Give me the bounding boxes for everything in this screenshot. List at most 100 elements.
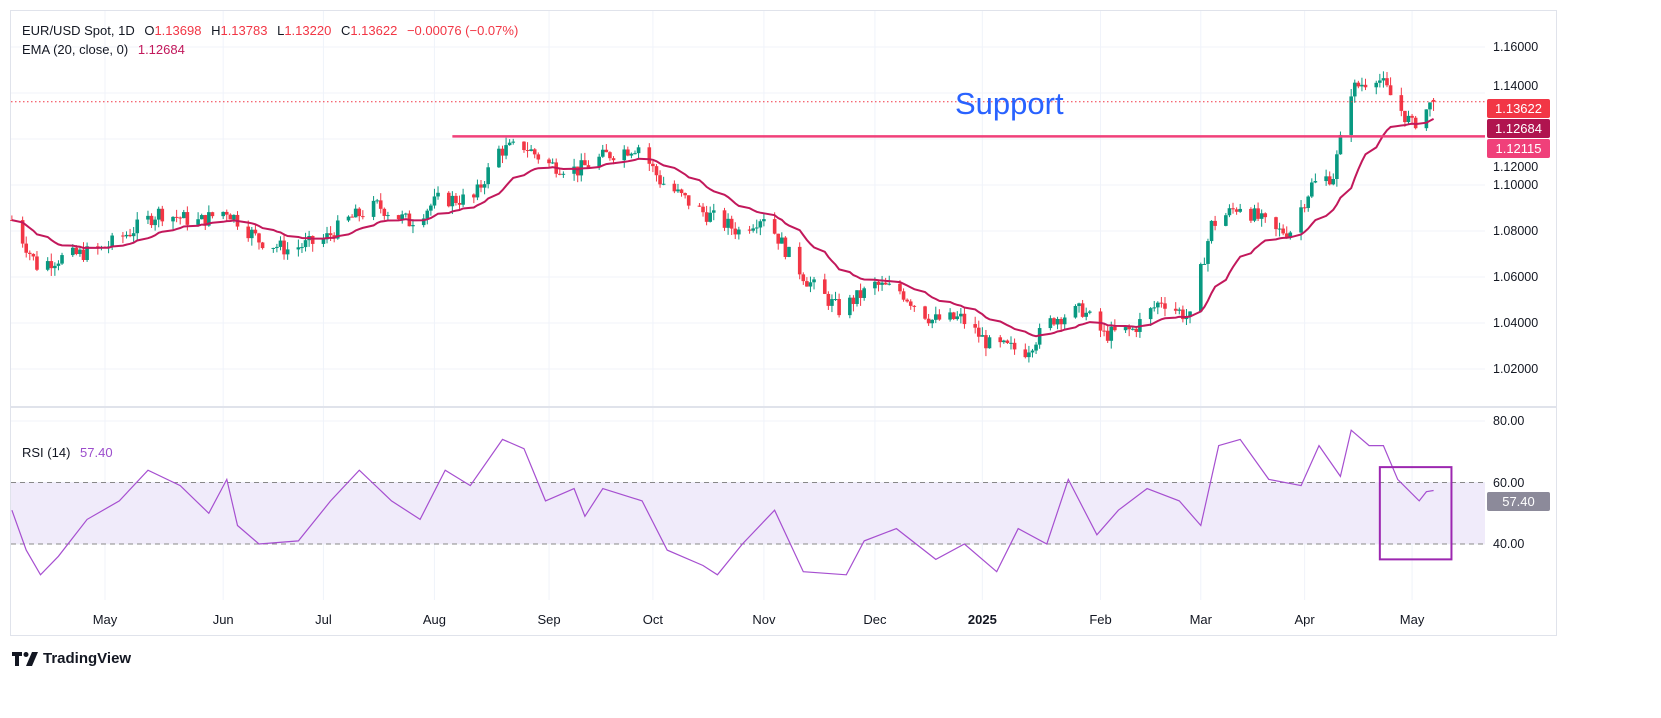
candle-body (898, 283, 902, 292)
time-tick-label: Nov (752, 612, 776, 627)
rsi-highlight-box[interactable] (1378, 466, 1453, 561)
chart-frame (10, 10, 1557, 636)
candle-body (787, 246, 791, 257)
candle-body (404, 213, 408, 215)
support-annotation[interactable]: Support (955, 86, 1064, 121)
candle-body (310, 235, 315, 244)
tradingview-logo[interactable]: TradingView (12, 650, 131, 667)
rsi-tick-label: 40.00 (1493, 537, 1525, 551)
candle-body (1288, 232, 1293, 237)
candle-body (1403, 110, 1407, 123)
high-key: H (211, 23, 221, 38)
candle-body (131, 233, 136, 237)
ema-value: 1.12684 (137, 42, 185, 57)
candle-body (400, 214, 405, 220)
close-value: 1.13622 (350, 23, 398, 38)
time-tick-label: Sep (537, 612, 561, 627)
candle-body (1062, 317, 1067, 325)
candle-body (411, 225, 415, 227)
candle-body (901, 291, 906, 300)
candle-body (1309, 182, 1314, 197)
symbol-title[interactable]: EUR/USD Spot, 1D (22, 23, 135, 38)
time-tick-label: Jul (315, 612, 332, 627)
candle-body (81, 249, 86, 261)
candle-body (178, 217, 183, 219)
price-tick-label: 1.14000 (1493, 79, 1539, 93)
candle-body (1109, 326, 1114, 341)
candle-body (1159, 302, 1164, 304)
candle-body (507, 142, 512, 146)
candle-body (371, 200, 376, 217)
candle-body (1385, 78, 1389, 86)
candle-body (300, 247, 304, 249)
candle-body (987, 337, 992, 349)
ema-legend[interactable]: EMA (20, close, 0) 1.12684 (22, 42, 185, 57)
candle-body (998, 337, 1003, 343)
candle-body (1413, 117, 1418, 129)
candle-body (1306, 196, 1311, 208)
candle-body (1263, 213, 1268, 218)
candle-body (808, 282, 813, 287)
candle-body (1360, 84, 1364, 87)
candle-body (1302, 207, 1307, 209)
candle-body (959, 313, 963, 317)
candle-body (432, 196, 437, 206)
candle-body (250, 229, 254, 239)
candle-body (328, 233, 333, 236)
candle-body (271, 247, 276, 249)
candle-body (1034, 344, 1038, 351)
candle-body (1105, 330, 1110, 341)
candle-body (70, 247, 75, 256)
candle-body (686, 195, 691, 206)
candle-body (1256, 208, 1260, 219)
candle-body (557, 173, 562, 175)
last-price-tag: 1.13622 (1487, 99, 1550, 118)
candle-body (1134, 328, 1139, 332)
candle-body (1284, 233, 1289, 237)
candle-body (783, 237, 788, 257)
candle-body (382, 208, 387, 216)
rsi-tick-label: 60.00 (1493, 476, 1525, 490)
candle-body (282, 240, 286, 255)
candle-body (797, 246, 802, 275)
candle-body (1130, 328, 1135, 330)
candle-body (303, 240, 308, 248)
candle-body (532, 149, 537, 155)
candle-body (1148, 308, 1153, 320)
low-value: 1.13220 (284, 23, 332, 38)
candle-body (472, 194, 476, 198)
candle-body (24, 243, 29, 253)
candle-body (78, 249, 82, 255)
candle-body (457, 202, 462, 205)
candle-body (228, 214, 233, 220)
candle-body (672, 183, 677, 192)
candle-body (1152, 307, 1157, 309)
candle-body (626, 149, 630, 156)
candle-body (654, 166, 659, 176)
candle-body (1352, 82, 1357, 97)
candle-body (1274, 217, 1278, 230)
candle-body (697, 205, 702, 207)
candle-body (1277, 228, 1282, 230)
ema-line (11, 118, 1435, 338)
candle-body (772, 219, 777, 234)
rsi-legend[interactable]: RSI (14) 57.40 (22, 445, 113, 460)
candle-body (1059, 318, 1063, 325)
candle-body (1381, 78, 1386, 81)
candle-body (575, 166, 580, 176)
candle-body (429, 205, 433, 211)
candle-body (1349, 96, 1353, 135)
candle-body (1209, 220, 1214, 242)
candle-body (676, 189, 680, 192)
candle-body (622, 149, 627, 161)
candle-body (780, 237, 784, 244)
candle-body (210, 212, 215, 217)
candle-body (1113, 326, 1117, 331)
candle-body (110, 235, 114, 247)
candle-body (1087, 311, 1092, 313)
candle-body (296, 247, 301, 250)
candle-body (1127, 327, 1131, 330)
candle-body (933, 314, 938, 320)
candle-body (704, 212, 709, 222)
